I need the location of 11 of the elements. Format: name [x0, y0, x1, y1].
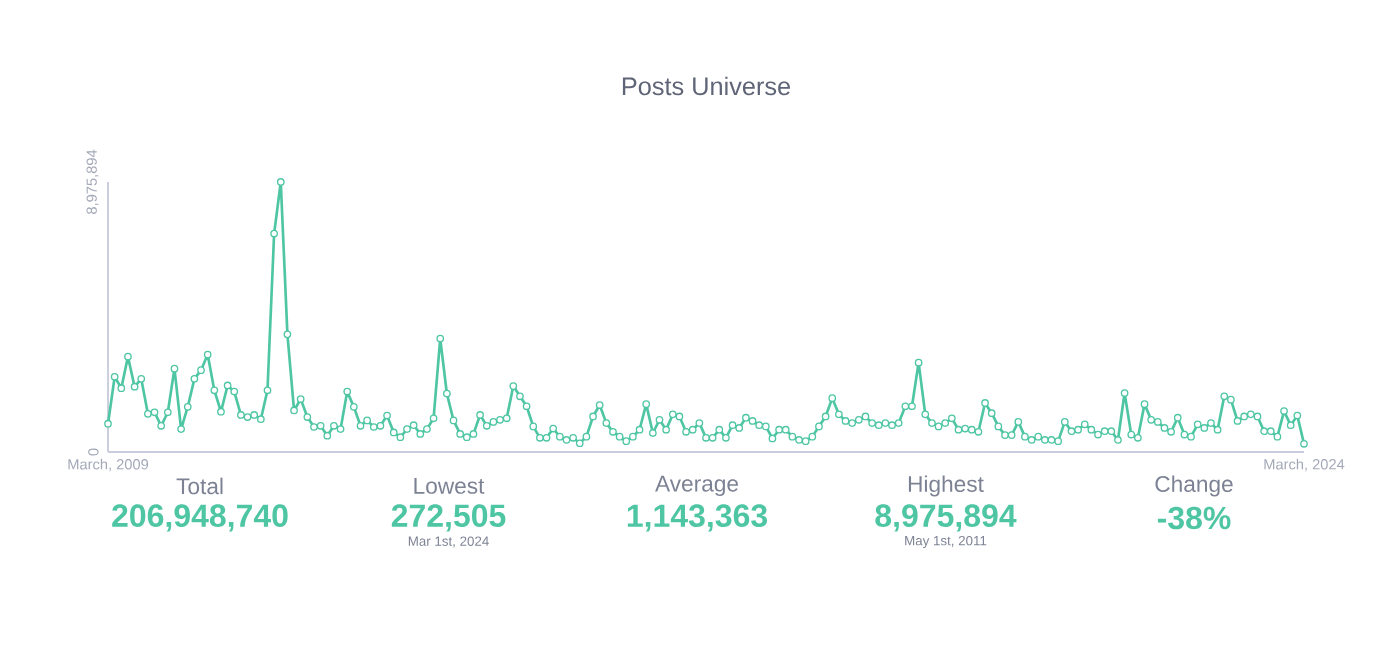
text: 272,505 — [391, 504, 506, 532]
text: -38% — [1157, 506, 1231, 530]
category-label: Change — [1155, 475, 1233, 497]
category-label: Highest — [908, 475, 984, 497]
text: 1,143,363 — [627, 504, 768, 532]
category-label: Lowest — [414, 478, 485, 494]
chart-title: Posts Universe — [622, 76, 791, 96]
text: 8,975,894 — [875, 504, 1017, 532]
category-label: Average — [655, 475, 738, 497]
text: 206,948,740 — [112, 504, 288, 532]
category-label: Total — [176, 477, 223, 495]
